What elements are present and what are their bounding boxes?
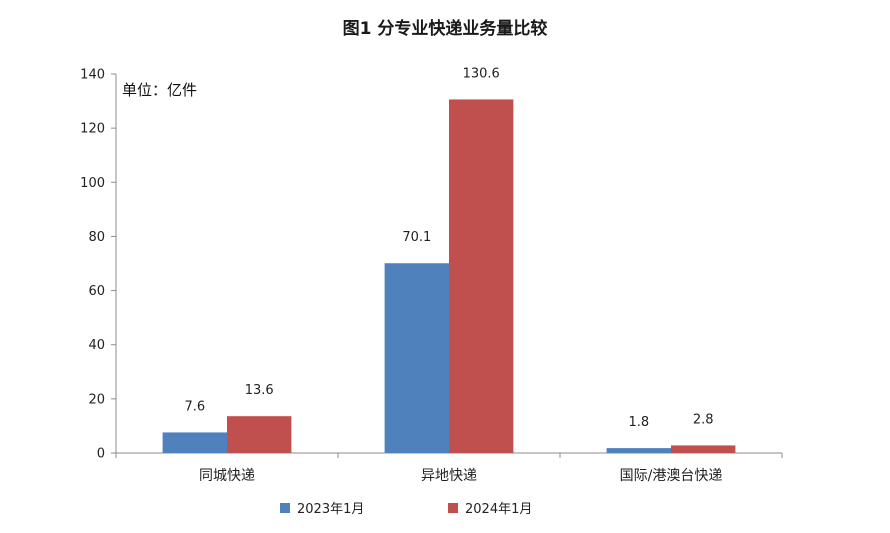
bar [606,448,671,453]
x-category-label: 异地快递 [421,468,477,484]
data-labels: 7.6 13.6 70.1 130.6 1.8 2.8 [184,66,713,430]
bar [671,445,736,453]
legend-label: 2023年1月 [297,502,364,517]
x-category-label: 同城快递 [199,468,255,484]
bar [162,432,227,453]
x-category-label: 国际/港澳台快递 [620,468,723,484]
bar [384,263,449,453]
bars [162,99,736,453]
y-tick-label: 0 [97,447,105,462]
y-tick-label: 20 [88,392,105,407]
unit-label: 单位：亿件 [122,81,197,99]
legend-label: 2024年1月 [465,502,532,517]
bar [449,99,514,453]
y-tick-label: 60 [88,284,105,299]
legend: 2023年1月 2024年1月 [280,502,532,517]
data-label: 7.6 [184,399,205,414]
data-label: 13.6 [245,383,274,398]
y-tick-label: 100 [80,176,105,191]
data-label: 130.6 [463,66,500,81]
legend-swatch [280,503,290,513]
y-ticks: 0 20 40 60 80 100 120 140 [80,68,116,462]
y-tick-label: 80 [88,230,105,245]
y-tick-label: 120 [80,122,105,137]
y-tick-label: 140 [80,68,105,83]
y-tick-label: 40 [88,338,105,353]
x-ticks: 同城快递 异地快递 国际/港澳台快递 [115,453,783,484]
legend-swatch [448,503,458,513]
bar [227,416,292,453]
chart-title: 图1 分专业快递业务量比较 [343,18,548,39]
data-label: 2.8 [693,412,714,427]
data-label: 70.1 [402,230,431,245]
data-label: 1.8 [628,415,649,430]
